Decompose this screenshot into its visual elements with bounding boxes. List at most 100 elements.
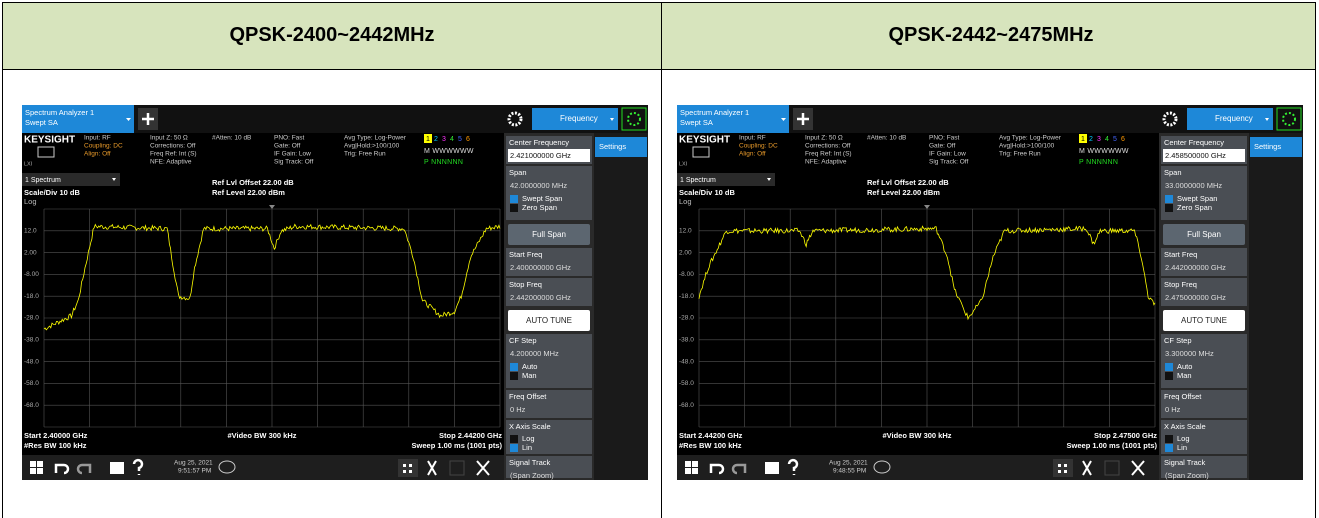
- video-bw-label: #Video BW 300 kHz: [882, 431, 951, 440]
- trace-row: M WWWWWW: [1079, 148, 1129, 155]
- ref-offset: Ref Lvl Offset 22.00 dB: [867, 178, 949, 187]
- log-label: Log: [24, 197, 37, 206]
- center-marker: [269, 205, 275, 209]
- sidebar-item: [1161, 334, 1247, 388]
- option-label: Lin: [522, 443, 532, 452]
- trace-number: 3: [442, 136, 446, 143]
- trace-box: [1079, 134, 1087, 143]
- item-label: Center Frequency: [509, 138, 569, 147]
- dropdown-arrow: [1265, 118, 1269, 121]
- settings-label: Settings: [599, 142, 626, 151]
- radio-box: [1165, 444, 1173, 452]
- radio-box: [510, 195, 518, 203]
- dropdown-arrow: [781, 118, 786, 121]
- trace-number: 2: [1089, 136, 1093, 143]
- tool-dots: [1058, 464, 1067, 473]
- tool-icon: [398, 459, 418, 477]
- trace-number: 6: [1121, 136, 1125, 143]
- sidebar-item: [506, 248, 592, 276]
- item-value: 4.200000 MHz: [510, 349, 559, 358]
- touch-icon: [1082, 460, 1092, 476]
- item-value: 2.442000000 GHz: [510, 293, 571, 302]
- info-text: Avg|Hold:>100/100: [999, 143, 1055, 150]
- info-text: Avg|Hold:>100/100: [344, 143, 400, 150]
- y-tick-label: -8.00: [679, 271, 694, 278]
- help-icon: [132, 458, 144, 475]
- stop-label: Stop 2.44200 GHz: [439, 431, 502, 440]
- ref-level: Ref Level 22.00 dBm: [212, 188, 285, 197]
- trace-number: 3: [1097, 136, 1101, 143]
- trace-number: 4: [1105, 136, 1109, 143]
- button-label: AUTO TUNE: [526, 316, 572, 325]
- item-value: 33.0000000 MHz: [1165, 181, 1222, 190]
- trace-row: P NNNNNN: [424, 159, 463, 166]
- tool-dots: [403, 464, 412, 473]
- y-tick-label: 12.0: [24, 228, 37, 235]
- status-icon: [1276, 107, 1302, 131]
- settings-label: Settings: [1254, 142, 1281, 151]
- sidebar-item: [1161, 456, 1247, 478]
- undo-icon: [709, 463, 725, 475]
- info-text: Corrections: Off: [805, 143, 851, 150]
- folder-icon: [110, 462, 124, 474]
- info-text: Sig Track: Off: [929, 159, 968, 166]
- mode-tab: [1187, 108, 1273, 130]
- dropdown-arrow: [767, 178, 771, 181]
- display-icon: [37, 146, 55, 158]
- option-label: Lin: [1177, 443, 1187, 452]
- item-label: Start Freq: [509, 250, 542, 259]
- grid-icon: [449, 460, 465, 476]
- info-text: Freq Ref: Int (S): [150, 151, 197, 158]
- y-tick-label: -8.00: [24, 271, 39, 278]
- time: 9:48:55 PM: [833, 468, 866, 475]
- info-text: Freq Ref: Int (S): [805, 151, 852, 158]
- plus-icon: [797, 113, 809, 125]
- tab-subtitle: Swept SA: [25, 118, 58, 127]
- window-label: 1 Spectrum: [25, 177, 61, 184]
- y-tick-label: 2.00: [679, 249, 692, 256]
- item-label: Signal Track: [1164, 458, 1206, 467]
- item-value: 2.421000000 GHz: [510, 151, 571, 160]
- trace-number: 6: [466, 136, 470, 143]
- tool-icon: [1053, 459, 1073, 477]
- scale-label: Scale/Div 10 dB: [24, 188, 80, 197]
- item-label: Freq Offset: [509, 392, 547, 401]
- sidebar-item: [506, 334, 592, 388]
- info-text: Coupling: DC: [84, 143, 123, 150]
- trace-row: P NNNNNN: [1079, 159, 1118, 166]
- item-label: X Axis Scale: [1164, 422, 1206, 431]
- item-value: 2.475000000 GHz: [1165, 293, 1226, 302]
- ref-level: Ref Level 22.00 dBm: [867, 188, 940, 197]
- y-tick-label: -38.0: [679, 337, 694, 344]
- radio-box: [1165, 435, 1173, 443]
- y-tick-label: 12.0: [679, 228, 692, 235]
- item-label: Freq Offset: [1164, 392, 1202, 401]
- dropdown-arrow: [126, 118, 131, 121]
- redo-icon: [731, 463, 747, 475]
- radio-box: [1165, 195, 1173, 203]
- tab: [677, 105, 789, 133]
- radio-box: [510, 204, 518, 212]
- stop-label: Stop 2.47500 GHz: [1094, 431, 1157, 440]
- date: Aug 25, 2021: [829, 460, 868, 467]
- help-icon: [787, 458, 799, 475]
- status-dot: [627, 112, 641, 126]
- sidebar-button: [508, 310, 590, 331]
- info-bar: [22, 133, 504, 169]
- item-value: 42.0000000 MHz: [510, 181, 567, 190]
- center-marker: [924, 205, 930, 209]
- brand: KEYSIGHT: [24, 135, 75, 146]
- tab-title: Spectrum Analyzer 1: [25, 108, 94, 117]
- sidebar-item: [506, 420, 592, 454]
- tab-title: Spectrum Analyzer 1: [680, 108, 749, 117]
- y-tick-label: -58.0: [679, 380, 694, 387]
- sidebar-item: [506, 278, 592, 306]
- sweep-label: Sweep 1.00 ms (1001 pts): [412, 441, 503, 450]
- y-tick-label: -18.0: [679, 293, 694, 300]
- header-cell: QPSK-2400~2442MHz: [229, 24, 435, 46]
- option-label: Man: [1177, 371, 1192, 380]
- info-text: Gate: Off: [929, 143, 955, 150]
- mode-tab: [532, 108, 618, 130]
